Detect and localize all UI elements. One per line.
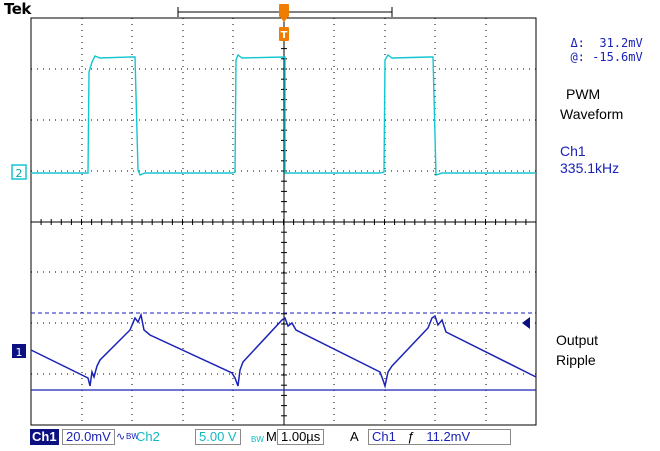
brand-logo: Tek: [4, 0, 31, 18]
ch2-tag[interactable]: Ch2: [136, 429, 160, 444]
svg-text:T: T: [281, 30, 288, 41]
delta-label: Δ:: [570, 36, 585, 50]
ac-coupling-icon: ∿: [116, 431, 126, 443]
ch1-freq-label: Ch1: [560, 143, 586, 159]
ch1-ripple-trace: [30, 312, 537, 389]
ripple-label-line2: Ripple: [556, 352, 596, 368]
ch1-tag[interactable]: Ch1: [30, 429, 59, 445]
graticule: [30, 17, 537, 426]
trigger-level: 11.2mV: [426, 429, 471, 444]
bw-limit-ch2: BW: [251, 435, 264, 444]
pwm-label-line2: Waveform: [560, 106, 624, 122]
status-bar: Ch1 20.0mV ∿ BW Ch2 5.00 V BW M 1.00µs A…: [30, 429, 540, 445]
timebase-tag: M: [266, 429, 277, 444]
ch2-pwm-trace: [31, 53, 536, 176]
trigger-settings[interactable]: Ch1 ƒ 11.2mV: [368, 429, 511, 445]
pwm-label-line1: PWM: [566, 86, 601, 102]
trigger-position-marker[interactable]: T: [279, 4, 289, 41]
ch1-scale[interactable]: 20.0mV: [62, 429, 115, 445]
bw-limit-ch1: BW: [126, 432, 139, 441]
svg-text:1: 1: [16, 346, 23, 359]
rising-edge-icon: ƒ: [407, 429, 415, 444]
at-label: @:: [570, 50, 585, 64]
ch2-ground-marker[interactable]: 2: [11, 164, 27, 180]
trigger-source: Ch1: [372, 429, 396, 444]
at-value: -15.6mV: [592, 50, 643, 64]
ch1-frequency: 335.1kHz: [560, 160, 620, 176]
cursor-arrow-icon: [522, 317, 530, 329]
ch2-scale[interactable]: 5.00 V: [195, 429, 241, 445]
timebase-value[interactable]: 1.00µs: [277, 429, 325, 445]
delta-value: 31.2mV: [599, 36, 643, 50]
ripple-label-line1: Output: [556, 332, 599, 348]
ch1-ground-marker[interactable]: 1: [12, 344, 26, 359]
svg-text:2: 2: [16, 167, 23, 180]
trigger-mode: A: [350, 429, 359, 444]
